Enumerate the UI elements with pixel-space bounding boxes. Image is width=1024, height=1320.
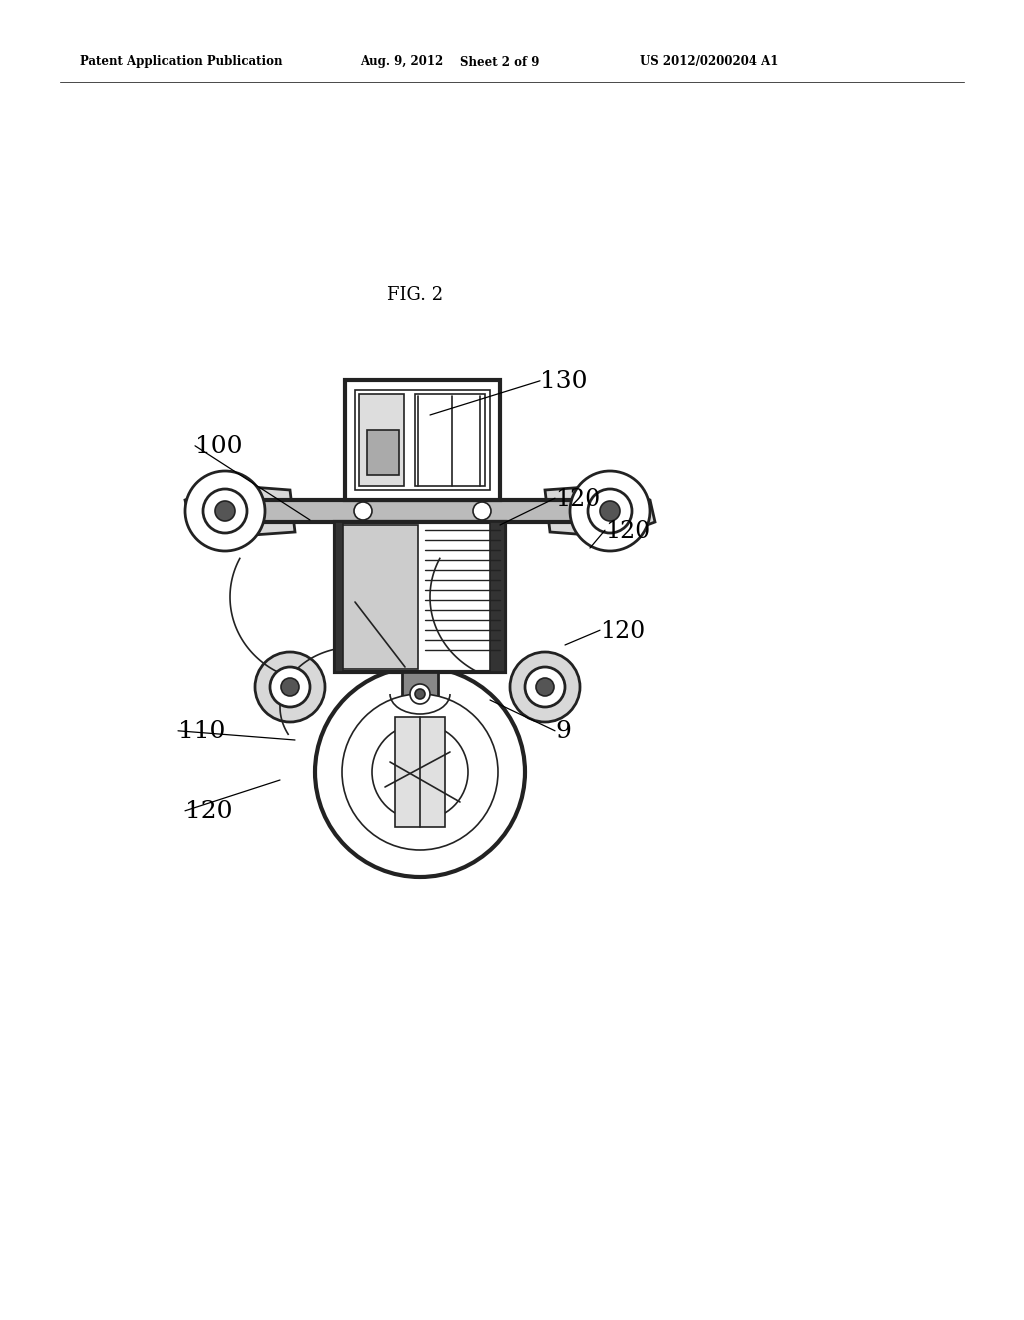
Text: FIG. 2: FIG. 2 [387, 286, 443, 304]
Circle shape [185, 471, 265, 550]
Polygon shape [185, 484, 295, 537]
Bar [359, 393, 404, 486]
Circle shape [570, 471, 650, 550]
Bar [415, 393, 485, 486]
Circle shape [270, 667, 310, 708]
Circle shape [281, 678, 299, 696]
Circle shape [536, 678, 554, 696]
Bar [345, 380, 500, 500]
Bar [367, 430, 399, 475]
Text: 120: 120 [185, 800, 232, 822]
Circle shape [525, 667, 565, 708]
Text: Aug. 9, 2012: Aug. 9, 2012 [360, 55, 443, 69]
Bar [490, 521, 505, 672]
Circle shape [255, 652, 325, 722]
Bar [355, 389, 490, 490]
Circle shape [600, 502, 620, 521]
Circle shape [372, 723, 468, 820]
Bar [395, 717, 445, 828]
Circle shape [342, 694, 498, 850]
Bar [338, 525, 418, 669]
Circle shape [203, 488, 247, 533]
Text: US 2012/0200204 A1: US 2012/0200204 A1 [640, 55, 778, 69]
Circle shape [510, 652, 580, 722]
Circle shape [354, 502, 372, 520]
Circle shape [473, 502, 490, 520]
Circle shape [215, 502, 234, 521]
Text: 120: 120 [605, 520, 650, 543]
Bar [225, 500, 615, 521]
Text: 120: 120 [555, 488, 600, 511]
Circle shape [588, 488, 632, 533]
Text: Patent Application Publication: Patent Application Publication [80, 55, 283, 69]
Bar [335, 521, 343, 672]
Circle shape [315, 667, 525, 876]
Bar [335, 521, 505, 672]
Text: 110: 110 [178, 719, 225, 743]
Circle shape [415, 689, 425, 700]
Circle shape [410, 684, 430, 704]
Text: 9: 9 [555, 719, 570, 743]
Text: 100: 100 [195, 436, 243, 458]
Polygon shape [545, 484, 655, 537]
Bar [402, 672, 438, 697]
Text: Sheet 2 of 9: Sheet 2 of 9 [460, 55, 540, 69]
Text: 120: 120 [600, 620, 645, 643]
Text: 130: 130 [540, 370, 588, 393]
